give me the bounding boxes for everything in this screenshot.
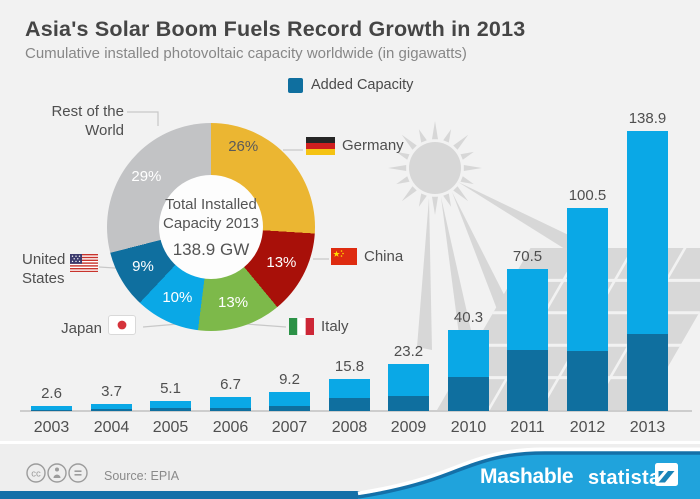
x-axis-label: 2010 bbox=[450, 419, 487, 436]
source-label: Source: EPIA bbox=[104, 469, 180, 483]
cc-license-icons[interactable]: cc bbox=[26, 462, 92, 484]
bar-value-label: 138.9 bbox=[628, 110, 667, 127]
footer: cc Source: EPIA Mashable statista bbox=[0, 441, 700, 499]
donut-chart: Total Installed Capacity 2013 138.9 GW bbox=[107, 123, 315, 331]
x-axis-label: 2008 bbox=[331, 419, 368, 436]
cc-by-person-icon bbox=[53, 467, 61, 478]
donut-label-italy: Italy bbox=[289, 317, 349, 336]
donut-label-germany: Germany bbox=[306, 136, 404, 155]
bar-2004 bbox=[91, 404, 132, 411]
x-axis-label: 2013 bbox=[629, 419, 666, 436]
bar-value-label: 3.7 bbox=[101, 383, 122, 400]
japan-flag-icon bbox=[108, 315, 136, 335]
bar-2006 bbox=[210, 397, 251, 411]
x-axis-label: 2005 bbox=[152, 419, 189, 436]
donut-label-united-states: United States bbox=[22, 251, 66, 287]
bar-value-label: 23.2 bbox=[393, 343, 424, 360]
bar-2003 bbox=[31, 406, 72, 411]
bar-value-label: 5.1 bbox=[160, 380, 181, 397]
bar-2012 bbox=[567, 208, 608, 411]
donut-center: Total Installed Capacity 2013 138.9 GW bbox=[159, 175, 263, 279]
bar-added-segment-2005 bbox=[150, 408, 191, 411]
bar-2009 bbox=[388, 364, 429, 411]
bar-added-segment-2012 bbox=[567, 351, 608, 411]
bar-2007 bbox=[269, 392, 310, 411]
bar-2011 bbox=[507, 269, 548, 411]
bar-2013 bbox=[627, 131, 668, 411]
x-axis-line bbox=[20, 410, 692, 412]
cc-nd-icon bbox=[74, 470, 82, 476]
legend-label: Added Capacity bbox=[311, 77, 414, 93]
x-axis-label: 2012 bbox=[569, 419, 606, 436]
donut-center-value: 138.9 GW bbox=[172, 239, 250, 259]
bar-added-segment-2013 bbox=[627, 334, 668, 411]
statista-logo[interactable]: statista bbox=[588, 467, 661, 489]
bar-value-label: 70.5 bbox=[512, 248, 543, 265]
bar-2008 bbox=[329, 379, 370, 411]
x-axis-label: 2004 bbox=[93, 419, 130, 436]
donut-percent-label: 13% bbox=[218, 293, 249, 311]
chart-subtitle: Cumulative installed photovoltaic capaci… bbox=[25, 45, 467, 62]
donut-label-japan: Japan bbox=[61, 320, 102, 337]
footer-bottom-strip bbox=[0, 491, 700, 499]
china-flag-icon bbox=[331, 248, 357, 265]
donut-percent-label: 29% bbox=[131, 167, 162, 185]
mashable-logo[interactable]: Mashable bbox=[480, 465, 574, 488]
bar-value-label: 100.5 bbox=[568, 187, 607, 204]
bar-added-segment-2008 bbox=[329, 398, 370, 411]
bar-2010 bbox=[448, 330, 489, 411]
bar-added-segment-2006 bbox=[210, 408, 251, 411]
bar-added-segment-2007 bbox=[269, 406, 310, 411]
bar-added-segment-2010 bbox=[448, 377, 489, 411]
x-axis-label: 2011 bbox=[510, 419, 545, 436]
bar-2005 bbox=[150, 401, 191, 411]
chart-title: Asia's Solar Boom Fuels Record Growth in… bbox=[25, 17, 526, 41]
donut-percent-label: 9% bbox=[132, 258, 154, 276]
bar-added-segment-2003 bbox=[31, 410, 72, 411]
bar-added-segment-2004 bbox=[91, 409, 132, 411]
donut-center-title: Total Installed Capacity 2013 bbox=[163, 195, 259, 232]
bar-value-label: 6.7 bbox=[220, 376, 241, 393]
bar-value-label: 15.8 bbox=[334, 358, 365, 375]
x-axis-label: 2003 bbox=[33, 419, 70, 436]
bar-added-segment-2009 bbox=[388, 396, 429, 411]
donut-percent-label: 26% bbox=[228, 138, 259, 156]
statista-logo-icon[interactable] bbox=[655, 463, 678, 486]
added-capacity-swatch bbox=[288, 77, 303, 93]
donut-percent-label: 13% bbox=[266, 253, 297, 271]
x-axis-label: 2006 bbox=[212, 419, 249, 436]
legend: Added Capacity bbox=[288, 77, 413, 93]
x-axis-label: 2007 bbox=[271, 419, 308, 436]
bar-added-segment-2011 bbox=[507, 350, 548, 411]
donut-label-rest-of-world: Rest of the World bbox=[51, 103, 124, 139]
donut-percent-label: 10% bbox=[162, 289, 193, 307]
bar-value-label: 9.2 bbox=[279, 371, 300, 388]
x-axis-label: 2009 bbox=[390, 419, 427, 436]
donut-label-china: China bbox=[331, 247, 403, 266]
footer-swoosh bbox=[357, 447, 700, 499]
cc-icon: cc bbox=[31, 469, 41, 480]
bar-value-label: 2.6 bbox=[41, 385, 62, 402]
bar-value-label: 40.3 bbox=[453, 309, 484, 326]
italy-flag-icon bbox=[289, 318, 314, 335]
germany-flag-icon bbox=[306, 136, 335, 155]
us-flag-icon bbox=[70, 254, 98, 272]
